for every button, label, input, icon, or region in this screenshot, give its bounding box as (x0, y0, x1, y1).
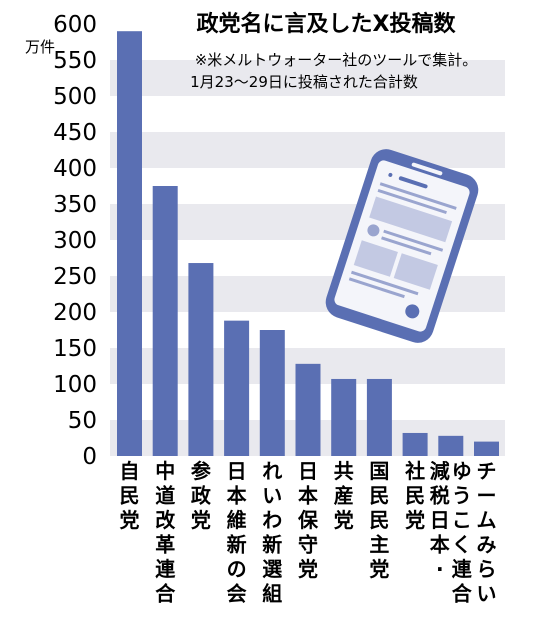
category-label: れいわ新選組 (262, 459, 282, 606)
smartphone-icon (325, 149, 479, 343)
category-label: 国民民主党 (369, 459, 389, 581)
category-label: 日本維新の会 (227, 459, 247, 606)
bar-series (117, 31, 499, 456)
category-label: 社民党 (404, 459, 425, 532)
y-tick-label: 400 (53, 156, 97, 182)
grid-band (110, 60, 505, 96)
bar (117, 31, 142, 456)
y-tick-label: 600 (53, 12, 97, 38)
y-axis: 0 50 100 150 200 250 300 350 400 450 500 550 600 (53, 12, 97, 470)
y-tick-label: 100 (53, 372, 97, 398)
bar (188, 263, 214, 456)
y-axis-unit: 万件 (25, 38, 55, 56)
bar (152, 186, 178, 456)
y-tick-label: 200 (53, 300, 97, 326)
grid-band (110, 132, 505, 168)
category-label: ゆうこく連合 (452, 459, 473, 606)
y-tick-label: 350 (53, 192, 97, 218)
x-axis-labels: 自民党中道改革連合参政党日本維新の会れいわ新選組日本保守党共産党国民民主党社民党… (120, 459, 497, 606)
chart-title: 政党名に言及したX投稿数 (197, 11, 457, 37)
y-tick-label: 300 (53, 228, 97, 254)
category-label: 参政党 (191, 459, 212, 532)
category-label: 自民党 (120, 459, 140, 532)
y-tick-label: 500 (53, 84, 97, 110)
bar (438, 435, 464, 456)
bar (295, 363, 321, 456)
category-label: チームみらい (477, 459, 497, 606)
category-label: 共産党 (334, 459, 354, 532)
bar (366, 378, 392, 456)
y-tick-label: 250 (53, 264, 97, 290)
bar (402, 432, 428, 456)
y-tick-label: 550 (53, 48, 97, 74)
category-label: 減税日本· (430, 459, 450, 581)
chart-note-period: 1月23〜29日に投稿された合計数 (190, 73, 418, 91)
category-label: 日本保守党 (297, 459, 319, 581)
y-tick-label: 450 (53, 120, 97, 146)
y-tick-label: 0 (82, 444, 97, 470)
y-tick-label: 150 (53, 336, 97, 362)
bar (331, 378, 357, 456)
category-label: 中道改革連合 (155, 459, 176, 606)
y-tick-label: 50 (68, 408, 97, 434)
bar (224, 320, 250, 456)
bar (474, 441, 499, 456)
bar (259, 330, 285, 456)
chart-note-source: ※米メルトウォーター社のツールで集計。 (195, 51, 478, 69)
